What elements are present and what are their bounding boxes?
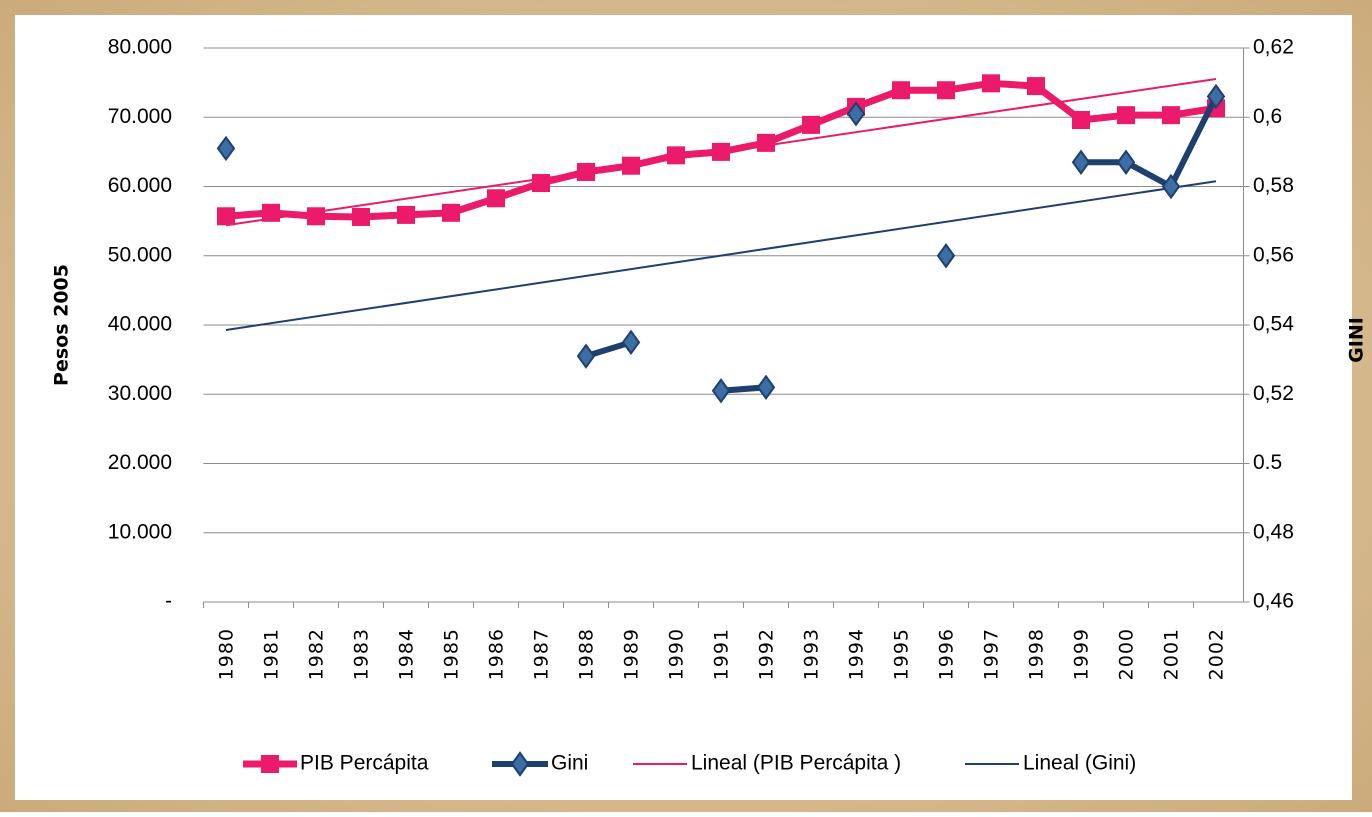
data-point xyxy=(216,135,236,162)
legend-label: Gini xyxy=(551,752,588,775)
legend-marker xyxy=(510,751,530,777)
x-tick-label: 1993 xyxy=(801,628,823,680)
data-point xyxy=(757,133,775,152)
y-tick-label: 80.000 xyxy=(108,36,172,59)
data-point xyxy=(576,343,596,369)
data-point xyxy=(621,329,641,356)
y-tick-label: 70.000 xyxy=(108,105,172,128)
y2-tick-label: 0,54 xyxy=(1253,313,1294,336)
x-tick-label: 1998 xyxy=(1026,628,1048,680)
x-tick-label: 2001 xyxy=(1161,628,1183,680)
y-tick-label: 50.000 xyxy=(108,243,172,266)
data-point xyxy=(352,207,370,226)
y-axis-title: Pesos 2005 xyxy=(51,264,73,386)
data-point xyxy=(307,207,325,226)
y2-tick-label: 0.5 xyxy=(1253,451,1282,474)
data-point xyxy=(1161,173,1181,200)
legend-marker xyxy=(261,755,279,773)
x-tick-label: 1990 xyxy=(666,628,688,680)
x-tick-label: 1985 xyxy=(441,628,463,680)
data-point xyxy=(846,101,866,127)
x-tick-label: 1980 xyxy=(216,628,238,680)
x-tick-label: 2000 xyxy=(1116,628,1138,680)
x-tick-label: 1988 xyxy=(576,628,598,680)
x-tick-label: 1981 xyxy=(261,628,283,680)
data-point xyxy=(711,378,731,404)
data-point xyxy=(1071,149,1091,175)
x-tick-label: 1999 xyxy=(1071,628,1093,680)
y2-axis-title: GINI xyxy=(1346,317,1368,363)
data-point xyxy=(532,174,550,193)
x-tick-label: 1997 xyxy=(981,628,1003,680)
y2-tick-label: 0,52 xyxy=(1253,382,1294,405)
data-point xyxy=(397,205,415,224)
data-point xyxy=(577,162,595,181)
y2-tick-label: 0,6 xyxy=(1253,105,1282,128)
y-tick-label: 30.000 xyxy=(108,382,172,405)
x-tick-label: 1994 xyxy=(846,628,868,680)
y-tick-label: 60.000 xyxy=(108,174,172,197)
x-tick-label: 1996 xyxy=(936,628,958,680)
legend-label: Lineal (PIB Percápita ) xyxy=(691,752,901,775)
data-point xyxy=(1117,106,1135,125)
data-point xyxy=(936,243,956,269)
x-tick-label: 1991 xyxy=(711,628,733,680)
x-tick-label: 1995 xyxy=(891,628,913,680)
y-tick-label: - xyxy=(165,590,172,613)
data-point xyxy=(442,203,460,222)
y2-tick-label: 0,58 xyxy=(1253,174,1294,197)
legend-label: Lineal (Gini) xyxy=(1023,752,1136,775)
data-point xyxy=(622,156,640,175)
data-point xyxy=(892,81,910,100)
data-point xyxy=(1072,111,1090,130)
data-point xyxy=(982,74,1000,93)
y2-tick-label: 0,46 xyxy=(1253,590,1294,613)
x-tick-label: 1986 xyxy=(486,628,508,680)
y2-tick-label: 0,56 xyxy=(1253,243,1294,266)
data-point xyxy=(1206,83,1226,110)
legend-label: PIB Percápita xyxy=(300,752,429,775)
data-point xyxy=(667,146,685,165)
y-tick-label: 40.000 xyxy=(108,313,172,336)
data-point xyxy=(1116,149,1136,175)
x-tick-label: 1987 xyxy=(531,628,553,680)
data-point xyxy=(937,81,955,100)
data-point xyxy=(712,142,730,161)
x-tick-label: 2002 xyxy=(1206,628,1228,680)
x-tick-label: 1992 xyxy=(756,628,778,680)
data-point xyxy=(802,115,820,134)
x-tick-label: 1989 xyxy=(621,628,643,680)
x-tick-label: 1984 xyxy=(396,628,418,680)
y2-tick-label: 0,48 xyxy=(1253,520,1294,543)
data-point xyxy=(487,189,505,208)
y2-tick-label: 0,62 xyxy=(1253,36,1294,59)
y-tick-label: 20.000 xyxy=(108,451,172,474)
data-point xyxy=(1027,77,1045,96)
y-tick-label: 10.000 xyxy=(108,520,172,543)
x-tick-label: 1982 xyxy=(306,628,328,680)
data-point xyxy=(217,207,235,226)
x-tick-label: 1983 xyxy=(351,628,373,680)
data-point xyxy=(756,374,776,401)
data-point xyxy=(1162,106,1180,125)
chart-area xyxy=(15,15,1352,800)
trend-line xyxy=(225,180,1217,331)
data-point xyxy=(262,203,280,222)
